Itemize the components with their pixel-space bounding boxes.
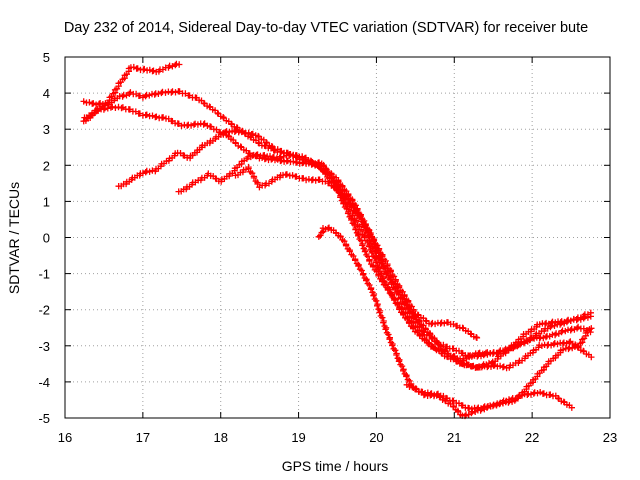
series-track-4 <box>115 129 594 371</box>
series-track-2 <box>80 88 481 341</box>
x-tick-label: 23 <box>603 430 617 445</box>
y-tick-label: -5 <box>38 411 50 426</box>
y-tick-label: 2 <box>43 158 50 173</box>
series-markers <box>403 325 595 413</box>
y-tick-label: 5 <box>43 50 50 65</box>
x-tick-label: 18 <box>213 430 227 445</box>
series-track-8 <box>403 325 595 413</box>
chart-title: Day 232 of 2014, Sidereal Day-to-day VTE… <box>64 20 588 36</box>
x-tick-label: 22 <box>525 430 539 445</box>
x-tick-label: 19 <box>291 430 305 445</box>
x-tick-label: 21 <box>447 430 461 445</box>
series-track-6 <box>232 163 594 360</box>
series-layer <box>80 60 595 420</box>
y-tick-label: 3 <box>43 122 50 137</box>
y-tick-label: -3 <box>38 339 50 354</box>
y-tick-label: -1 <box>38 267 50 282</box>
series-markers <box>80 88 481 341</box>
y-tick-label: 4 <box>43 86 50 101</box>
series-markers <box>232 163 594 360</box>
y-tick-label: 0 <box>43 231 50 246</box>
y-tick-label: -4 <box>38 375 50 390</box>
y-tick-label: 1 <box>43 194 50 209</box>
y-axis-title: SDTVAR / TECUs <box>6 182 22 294</box>
x-tick-label: 16 <box>58 430 72 445</box>
y-tick-label: -2 <box>38 303 50 318</box>
x-tick-label: 20 <box>369 430 383 445</box>
grid <box>65 57 610 418</box>
x-axis-title: GPS time / hours <box>282 458 389 474</box>
series-markers <box>115 129 594 371</box>
x-tick-label: 17 <box>136 430 150 445</box>
